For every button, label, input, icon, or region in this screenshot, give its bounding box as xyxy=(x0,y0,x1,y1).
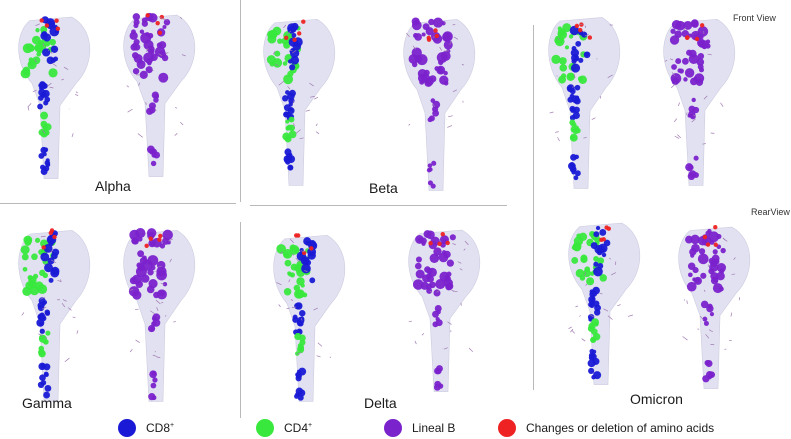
panel-label-alpha: Alpha xyxy=(95,178,131,194)
omicron-rearview-bcell-structure xyxy=(678,225,751,389)
cd4-swatch xyxy=(256,419,274,437)
legend-label-cd8: CD8+ xyxy=(146,421,175,435)
divider-horizontal-mid xyxy=(250,205,507,206)
legend-item-lineal-b: Lineal B xyxy=(384,418,455,438)
panel-label-beta: Beta xyxy=(369,180,398,196)
legend-item-cd8: CD8+ xyxy=(118,418,174,438)
alpha-front-structure xyxy=(18,16,91,179)
cd8-swatch xyxy=(118,419,136,437)
panel-label-gamma: Gamma xyxy=(22,395,72,411)
beta-rear-structure xyxy=(403,17,476,191)
divider-vertical-bottom xyxy=(240,222,241,418)
omicron-rearview-tcell-structure xyxy=(568,222,641,385)
omicron-front-structure xyxy=(548,17,621,189)
changes-swatch xyxy=(498,419,516,437)
rear-view-label: RearView xyxy=(751,207,790,217)
divider-horizontal-left xyxy=(0,203,236,204)
delta-front-structure xyxy=(273,233,346,402)
legend-label-cd4: CD4+ xyxy=(284,421,313,435)
legend-item-cd4: CD4+ xyxy=(256,418,312,438)
beta-front-structure xyxy=(263,18,336,186)
front-view-label: Front View xyxy=(733,13,776,23)
legend-label-changes: Changes or deletion of amino acids xyxy=(526,421,715,435)
gamma-rear-structure xyxy=(123,227,196,402)
legend-label-lineal-b: Lineal B xyxy=(412,421,456,435)
legend-item-changes: Changes or deletion of amino acids xyxy=(498,418,714,438)
panel-label-delta: Delta xyxy=(364,395,397,411)
gamma-front-structure xyxy=(18,228,91,402)
panel-label-omicron: Omicron xyxy=(630,391,683,407)
divider-vertical-right xyxy=(533,25,534,390)
legend: CD8+ CD4+ Lineal B Changes or deletion o… xyxy=(0,418,791,438)
lineal-b-swatch xyxy=(384,419,402,437)
omicron-rear-structure xyxy=(663,18,736,186)
alpha-rear-structure xyxy=(123,12,196,177)
delta-rear-structure xyxy=(408,229,481,392)
divider-vertical-top xyxy=(240,0,241,202)
